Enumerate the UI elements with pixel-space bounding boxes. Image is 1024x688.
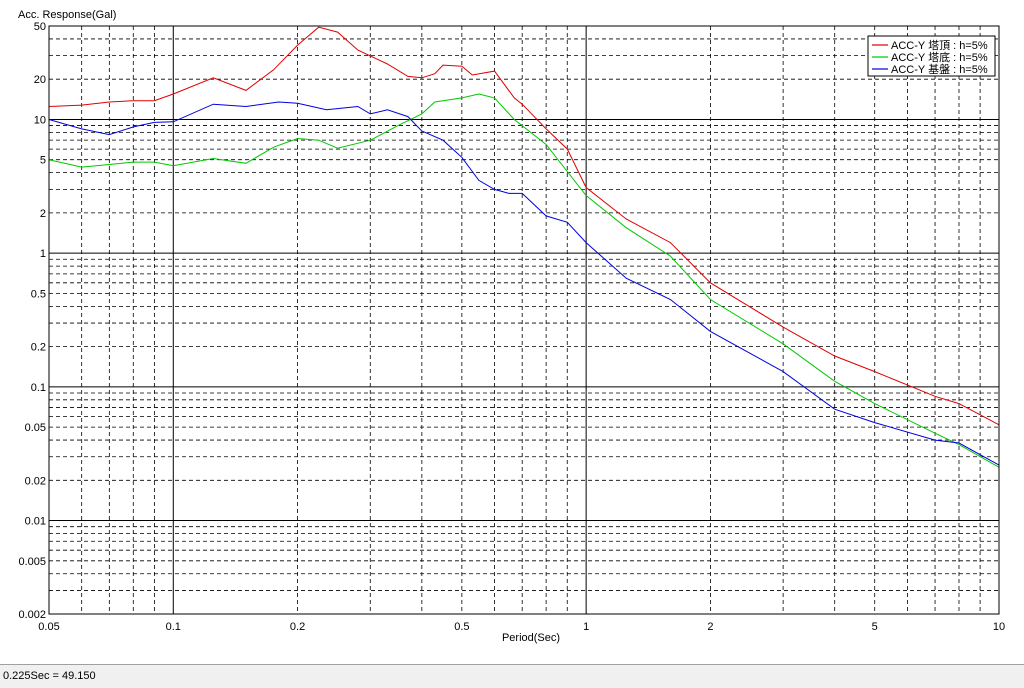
x-tick-label: 0.5	[454, 621, 469, 633]
y-tick-label: 0.05	[25, 422, 46, 434]
legend-box	[867, 35, 996, 77]
chart-area[interactable]: 0.05 0.1 0.2 0.5 1 2 5 10 50 20 10 5 2 1 0.5 0.2 0.1 0.0…	[0, 0, 1024, 664]
y-tick-label: 0.002	[18, 609, 46, 621]
y-tick-label: 10	[34, 114, 46, 126]
status-bar: 0.225Sec = 49.150	[0, 664, 1024, 688]
x-tick-label: 2	[707, 621, 713, 633]
y-tick-label: 20	[34, 74, 46, 86]
legend-label: ACC-Y 塔底 : h=5%	[891, 50, 988, 64]
y-tick-label: 0.5	[31, 288, 46, 300]
series-lines	[48, 26, 1000, 468]
x-tick-label: 10	[993, 621, 1005, 633]
series-line-2	[48, 93, 1000, 468]
legend: ACC-Y 塔頂 : h=5%ACC-Y 塔底 : h=5%ACC-Y 基盤 :…	[867, 35, 996, 77]
y-tick-label: 0.1	[31, 382, 46, 394]
x-axis-label: Period(Sec)	[502, 632, 560, 644]
y-tick-labels: 50 20 10 5 2 1 0.5 0.2 0.1 0.05 0.02 0.01 0.005 0.002	[18, 21, 46, 621]
cursor-readout: 0.225Sec = 49.150	[3, 670, 96, 682]
x-tick-labels: 0.05 0.1 0.2 0.5 1 2 5 10	[38, 621, 1005, 633]
x-tick-label: 0.2	[290, 621, 305, 633]
plot-frame	[48, 25, 1000, 615]
x-tick-label: 1	[583, 621, 589, 633]
x-tick-label: 0.05	[38, 621, 59, 633]
y-tick-label: 0.01	[25, 516, 46, 528]
grid-lines	[48, 25, 1000, 615]
x-tick-label: 5	[872, 621, 878, 633]
y-tick-label: 5	[40, 155, 46, 167]
y-tick-label: 2	[40, 208, 46, 220]
legend-label: ACC-Y 塔頂 : h=5%	[891, 39, 988, 52]
response-spectrum-chart[interactable]: 0.05 0.1 0.2 0.5 1 2 5 10 5020105210.50.20.10.0…	[0, 0, 1024, 664]
y-tick-label: 50	[34, 21, 46, 33]
series-line-3	[48, 101, 1000, 466]
legend-label: ACC-Y 基盤 : h=5%	[891, 63, 988, 76]
y-axis-label: Acc. Response(Gal)	[18, 9, 116, 21]
y-tick-label: 0.2	[31, 342, 46, 354]
x-tick-label: 0.1	[166, 621, 181, 633]
y-tick-label: 1	[40, 248, 46, 260]
series-line-1	[48, 26, 1000, 426]
y-tick-label: 0.005	[18, 556, 46, 568]
y-tick-label: 0.02	[25, 475, 46, 487]
